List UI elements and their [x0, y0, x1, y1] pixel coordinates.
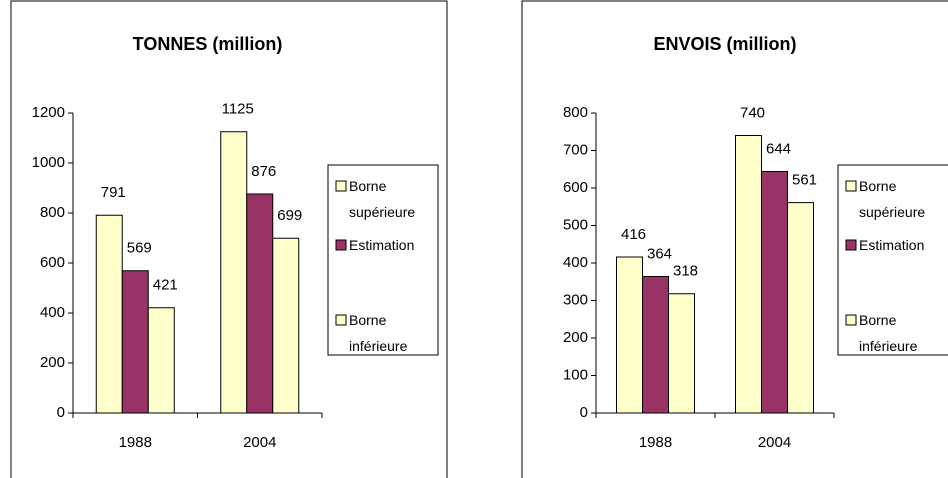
data-label: 318 [673, 263, 698, 280]
bar [220, 131, 248, 414]
legend-label: Borne inférieure [349, 312, 408, 354]
legend-label: Estimation [859, 237, 925, 253]
data-label: 740 [740, 104, 765, 121]
y-tick-label: 400 [563, 254, 588, 271]
bar [616, 256, 643, 414]
legend-entry: Borne inférieure [859, 312, 918, 354]
y-tick-label: 0 [57, 404, 65, 421]
legend-label: Borne supérieure [349, 178, 416, 220]
bar [735, 135, 762, 414]
x-tick-label: 1988 [119, 434, 152, 451]
y-tick-label: 700 [563, 141, 588, 158]
legend-swatch [845, 180, 857, 192]
y-tick-label: 300 [563, 291, 588, 308]
legend-swatch [335, 314, 347, 326]
bar [642, 276, 669, 414]
bar [147, 307, 175, 414]
data-label: 421 [153, 277, 178, 294]
y-tick-label: 200 [40, 354, 65, 371]
y-tick-label: 100 [563, 366, 588, 383]
legend-entry: Estimation [859, 237, 925, 253]
bar [668, 293, 695, 414]
data-label: 644 [766, 140, 791, 157]
legend-label: Estimation [349, 237, 415, 253]
legend-swatch [845, 239, 857, 251]
bar [272, 237, 300, 414]
legend-entry: Estimation [349, 237, 415, 253]
bar [246, 193, 274, 414]
bar [787, 202, 814, 414]
y-tick-label: 1200 [32, 104, 65, 121]
data-label: 699 [277, 207, 302, 224]
data-label: 364 [647, 245, 672, 262]
x-tick-label: 2004 [758, 434, 791, 451]
data-label: 876 [251, 163, 276, 180]
chart-title: TONNES (million) [133, 34, 283, 54]
y-tick-label: 800 [40, 204, 65, 221]
data-label: 416 [621, 226, 646, 243]
data-label: 569 [127, 240, 152, 257]
y-tick-label: 0 [580, 404, 588, 421]
legend-label: Borne inférieure [859, 312, 918, 354]
bar [761, 171, 788, 414]
y-tick-label: 400 [40, 304, 65, 321]
x-tick-label: 1988 [639, 434, 672, 451]
bar [121, 270, 149, 414]
y-tick-label: 200 [563, 329, 588, 346]
y-tick-label: 800 [563, 104, 588, 121]
data-label: 561 [792, 172, 817, 189]
legend-swatch [845, 314, 857, 326]
legend-entry: Borne supérieure [859, 178, 926, 220]
legend-entry: Borne inférieure [349, 312, 408, 354]
legend-label: Borne supérieure [859, 178, 926, 220]
x-tick-label: 2004 [243, 434, 276, 451]
y-tick-label: 1000 [32, 154, 65, 171]
chart-title: ENVOIS (million) [653, 34, 796, 54]
legend-entry: Borne supérieure [349, 178, 416, 220]
data-label: 1125 [222, 101, 254, 118]
y-tick-label: 500 [563, 216, 588, 233]
y-tick-label: 600 [563, 179, 588, 196]
bar [95, 214, 123, 414]
legend-swatch [335, 239, 347, 251]
y-tick-label: 600 [40, 254, 65, 271]
data-label: 791 [101, 184, 126, 201]
legend-swatch [335, 180, 347, 192]
